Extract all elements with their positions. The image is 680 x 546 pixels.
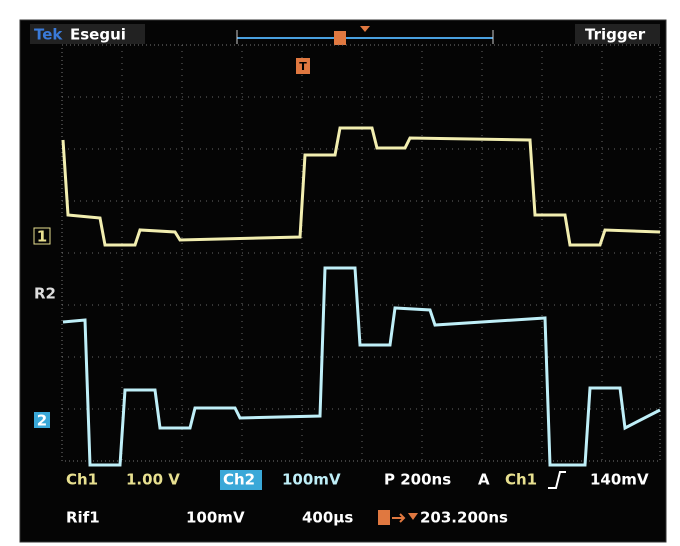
record-marker (334, 31, 346, 45)
ch1-label: Ch1 (66, 471, 98, 489)
delay-icon (378, 510, 390, 525)
trigger-level: 140mV (590, 471, 649, 489)
ch1-marker: 1 (37, 228, 47, 246)
timebase: P 200ns (384, 471, 451, 489)
ref2-marker: R2 (34, 285, 56, 303)
ch2-label: Ch2 (223, 471, 255, 489)
delay: 203.200ns (420, 509, 508, 527)
mode: Esegui (70, 26, 126, 44)
ref-label: Rif1 (66, 509, 100, 527)
ch1-scale: 1.00 V (126, 471, 180, 489)
brand: Tek (34, 26, 63, 44)
acq-mode: A (478, 471, 490, 489)
trigger-marker: T (299, 60, 307, 73)
oscilloscope-screen: Tek Esegui Trigger T 1 R2 2 Ch1 1.00 V C… (0, 0, 680, 546)
ref-time: 400µs (302, 509, 353, 527)
trigger-source: Ch1 (505, 471, 537, 489)
page: Tek Esegui Trigger T 1 R2 2 Ch1 1.00 V C… (0, 0, 680, 546)
ch2-marker: 2 (37, 412, 47, 430)
menu: Trigger (585, 26, 646, 44)
ch2-scale: 100mV (282, 471, 341, 489)
ref-scale: 100mV (186, 509, 245, 527)
